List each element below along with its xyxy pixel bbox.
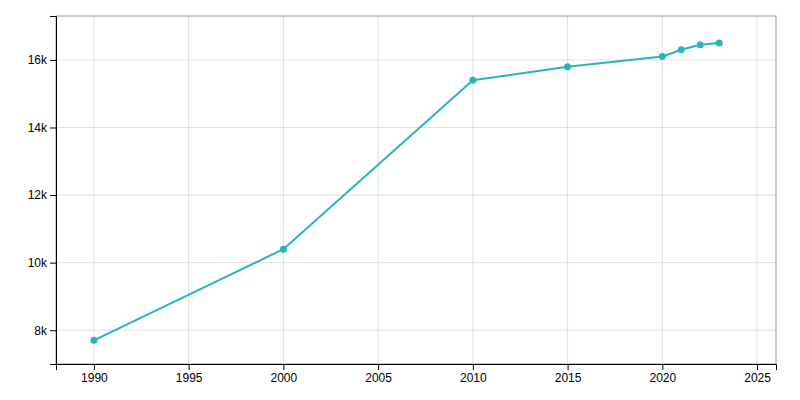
tick-label: 1990: [81, 371, 108, 385]
grid-line: [283, 16, 284, 364]
tick-mark: [94, 364, 95, 370]
point: [564, 63, 571, 70]
axis-line: [57, 365, 777, 371]
grid-line: [56, 59, 776, 60]
tick-mark: [283, 364, 284, 370]
grid-line: [93, 16, 94, 364]
tick: 14k: [28, 121, 56, 135]
grid: [56, 16, 776, 364]
tick-mark: [50, 127, 56, 128]
tick-label: 2010: [460, 371, 487, 385]
tick-label: 8k: [34, 324, 48, 338]
grid-line: [56, 262, 776, 263]
y-axis: 8k 10k 12k 14k 16k: [28, 17, 57, 365]
grid-line: [378, 16, 379, 364]
tick: 2005: [365, 364, 392, 385]
tick: 2000: [271, 364, 298, 385]
tick-label: 2000: [271, 371, 298, 385]
tick-mark: [473, 364, 474, 370]
tick: 8k: [34, 324, 56, 338]
tick-mark: [50, 195, 56, 196]
point: [659, 53, 666, 60]
tick: 12k: [28, 188, 56, 202]
tick-mark: [757, 364, 758, 370]
x-axis: 1990 1995 2000 2005 2010 2015 2020 2025: [57, 364, 777, 385]
grid-line: [188, 16, 189, 364]
marks: [90, 40, 722, 344]
point: [716, 40, 723, 47]
grid-line: [56, 195, 776, 196]
grid-line: [56, 330, 776, 331]
tick-mark: [50, 330, 56, 331]
grid-line: [757, 16, 758, 364]
tick-label: 16k: [28, 53, 48, 67]
tick: 1990: [81, 364, 108, 385]
tick-label: 2015: [555, 371, 582, 385]
tick-mark: [568, 364, 569, 370]
tick: 1995: [176, 364, 203, 385]
tick-mark: [50, 60, 56, 61]
tick-label: 2005: [365, 371, 392, 385]
tick: 16k: [28, 53, 56, 67]
point: [469, 77, 476, 84]
point: [697, 41, 704, 48]
tick-mark: [378, 364, 379, 370]
grid-line: [472, 16, 473, 364]
tick-label: 10k: [28, 256, 48, 270]
tick-label: 2020: [649, 371, 676, 385]
tick: 2025: [744, 364, 771, 385]
tick-mark: [50, 263, 56, 264]
grid-line: [56, 127, 776, 128]
grid-line: [662, 16, 663, 364]
tick: 2020: [649, 364, 676, 385]
point: [90, 337, 97, 344]
line: [94, 43, 719, 340]
tick-label: 12k: [28, 188, 48, 202]
tick-label: 14k: [28, 121, 48, 135]
tick-label: 1995: [176, 371, 203, 385]
plot-frame: [56, 16, 776, 364]
axis-line: [50, 17, 57, 365]
chart: 1990 1995 2000 2005 2010 2015 2020 2025 8k 10k 12k…: [0, 0, 800, 400]
point: [280, 246, 287, 253]
tick-mark: [662, 364, 663, 370]
point: [678, 46, 685, 53]
tick-label: 2025: [744, 371, 771, 385]
tick: 10k: [28, 256, 56, 270]
tick: 2010: [460, 364, 487, 385]
tick-mark: [189, 364, 190, 370]
plot: 1990 1995 2000 2005 2010 2015 2020 2025 8k 10k 12k…: [28, 16, 777, 385]
tick: 2015: [555, 364, 582, 385]
